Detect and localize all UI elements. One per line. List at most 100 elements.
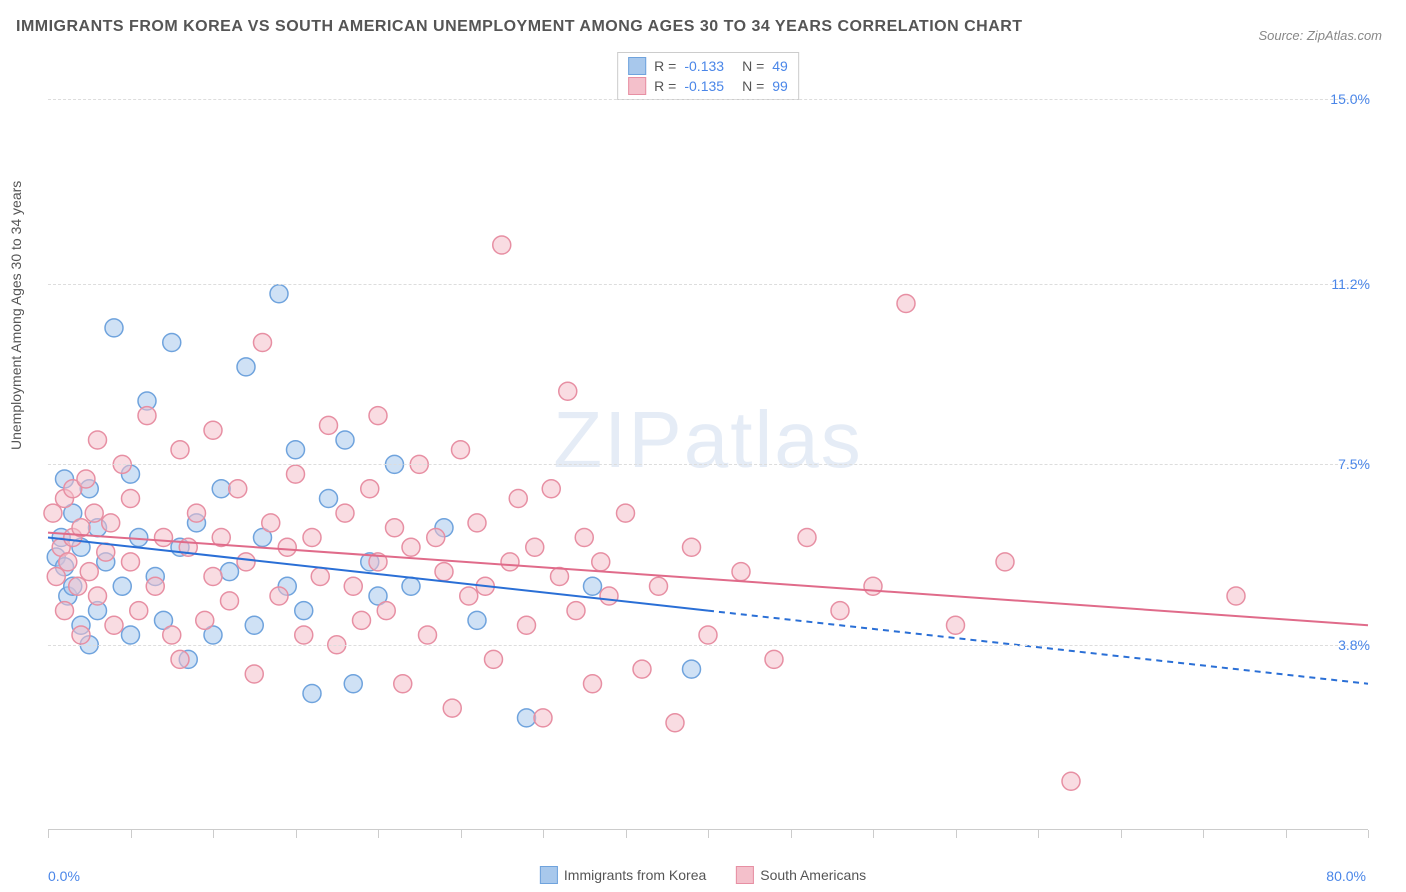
scatter-point <box>427 529 445 547</box>
scatter-point <box>518 709 536 727</box>
x-axis-min-label: 0.0% <box>48 868 80 884</box>
legend-n-label: N = <box>742 58 764 74</box>
series-legend-item: South Americans <box>736 866 866 884</box>
legend-n-value: 49 <box>772 58 788 74</box>
x-tick <box>48 830 49 838</box>
scatter-point <box>864 577 882 595</box>
plot-area: ZIPatlas R =-0.133N =49R =-0.135N =99 3.… <box>48 50 1368 830</box>
scatter-point <box>303 529 321 547</box>
scatter-point <box>361 480 379 498</box>
scatter-point <box>221 563 239 581</box>
x-tick <box>1121 830 1122 838</box>
scatter-point <box>732 563 750 581</box>
scatter-point <box>303 685 321 703</box>
scatter-point <box>254 334 272 352</box>
scatter-point <box>287 441 305 459</box>
scatter-point <box>77 470 95 488</box>
correlation-legend: R =-0.133N =49R =-0.135N =99 <box>617 52 799 100</box>
scatter-point <box>56 602 74 620</box>
series-legend-label: South Americans <box>760 867 866 883</box>
scatter-point <box>518 616 536 634</box>
scatter-point <box>419 626 437 644</box>
scatter-point <box>1227 587 1245 605</box>
x-tick <box>1038 830 1039 838</box>
gridline <box>48 99 1368 100</box>
scatter-point <box>295 602 313 620</box>
scatter-point <box>138 407 156 425</box>
scatter-point <box>89 431 107 449</box>
x-tick <box>873 830 874 838</box>
scatter-point <box>69 577 87 595</box>
series-legend-label: Immigrants from Korea <box>564 867 706 883</box>
x-tick <box>543 830 544 838</box>
scatter-point <box>155 529 173 547</box>
x-tick <box>378 830 379 838</box>
scatter-point <box>80 563 98 581</box>
x-tick <box>626 830 627 838</box>
scatter-point <box>196 611 214 629</box>
scatter-point <box>130 602 148 620</box>
scatter-point <box>542 480 560 498</box>
scatter-point <box>592 553 610 571</box>
scatter-point <box>996 553 1014 571</box>
scatter-point <box>765 650 783 668</box>
legend-n-label: N = <box>742 78 764 94</box>
legend-swatch <box>736 866 754 884</box>
scatter-point <box>336 431 354 449</box>
scatter-point <box>262 514 280 532</box>
y-tick-label: 3.8% <box>1338 637 1370 653</box>
scatter-point <box>171 650 189 668</box>
x-tick <box>1286 830 1287 838</box>
legend-n-value: 99 <box>772 78 788 94</box>
y-tick-label: 15.0% <box>1330 91 1370 107</box>
x-tick <box>213 830 214 838</box>
legend-swatch <box>628 57 646 75</box>
scatter-point <box>394 675 412 693</box>
scatter-point <box>584 675 602 693</box>
y-tick-label: 7.5% <box>1338 456 1370 472</box>
scatter-point <box>122 626 140 644</box>
chart-title: IMMIGRANTS FROM KOREA VS SOUTH AMERICAN … <box>16 18 1023 36</box>
scatter-point <box>188 504 206 522</box>
scatter-point <box>798 529 816 547</box>
scatter-point <box>509 490 527 508</box>
scatter-point <box>122 490 140 508</box>
scatter-point <box>163 626 181 644</box>
x-tick <box>708 830 709 838</box>
scatter-point <box>245 665 263 683</box>
scatter-point <box>650 577 668 595</box>
scatter-point <box>59 553 77 571</box>
scatter-point <box>122 553 140 571</box>
scatter-point <box>683 660 701 678</box>
scatter-point <box>105 319 123 337</box>
scatter-point <box>575 529 593 547</box>
scatter-point <box>947 616 965 634</box>
scatter-point <box>353 611 371 629</box>
x-tick <box>1368 830 1369 838</box>
scatter-point <box>468 611 486 629</box>
series-legend: Immigrants from Korea South Americans <box>540 866 866 884</box>
series-legend-item: Immigrants from Korea <box>540 866 706 884</box>
scatter-point <box>435 563 453 581</box>
scatter-point <box>171 441 189 459</box>
scatter-point <box>485 650 503 668</box>
x-tick <box>1203 830 1204 838</box>
legend-swatch <box>540 866 558 884</box>
scatter-point <box>831 602 849 620</box>
trend-line-dashed <box>708 611 1368 684</box>
source-attribution: Source: ZipAtlas.com <box>1258 28 1382 43</box>
scatter-point <box>1062 772 1080 790</box>
scatter-point <box>102 514 120 532</box>
scatter-point <box>344 577 362 595</box>
scatter-point <box>443 699 461 717</box>
scatter-point <box>344 675 362 693</box>
scatter-point <box>402 538 420 556</box>
scatter-point <box>460 587 478 605</box>
scatter-point <box>105 616 123 634</box>
scatter-point <box>633 660 651 678</box>
legend-swatch <box>628 77 646 95</box>
legend-r-label: R = <box>654 78 676 94</box>
y-axis-label: Unemployment Among Ages 30 to 34 years <box>8 181 24 450</box>
scatter-point <box>617 504 635 522</box>
scatter-point <box>270 587 288 605</box>
